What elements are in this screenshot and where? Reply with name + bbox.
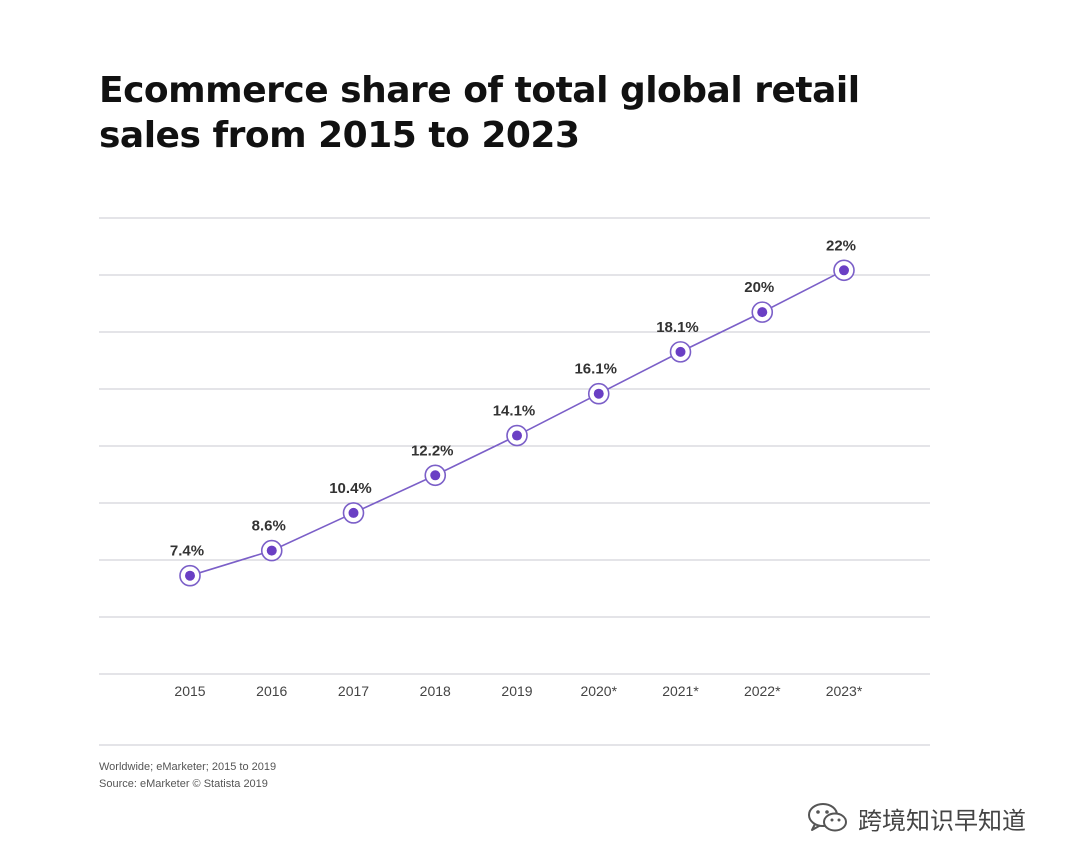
chart-title-line-2: sales from 2015 to 2023 [99,115,580,156]
x-tick-label: 2019 [501,683,532,699]
watermark-text: 跨境知识早知道 [858,806,1026,835]
data-point [757,307,768,318]
x-tick-label: 2018 [420,683,451,699]
chart-footnotes: Worldwide; eMarketer; 2015 to 2019 Sourc… [99,759,276,793]
data-label: 20% [744,279,774,296]
data-label: 10.4% [329,480,372,497]
data-label: 14.1% [493,403,536,420]
footnote-source: Source: eMarketer © Statista 2019 [99,778,268,790]
data-label: 12.2% [411,442,454,459]
watermark: 跨境知识早知道 [806,800,1026,836]
x-tick-label: 2016 [256,683,287,699]
data-point [430,470,441,481]
data-point [839,265,849,276]
data-point [348,507,359,518]
data-label: 7.4% [170,543,204,560]
x-tick-label: 2021* [662,683,699,699]
data-label: 8.6% [252,518,286,535]
data-point [266,545,277,556]
x-tick-label: 2017 [338,683,369,699]
data-label: 22% [826,237,856,254]
data-label: 18.1% [656,319,699,336]
x-tick-label: 2015 [174,683,205,699]
footnote-coverage: Worldwide; eMarketer; 2015 to 2019 [99,761,277,773]
data-point [675,346,686,357]
chart-title: Ecommerce share of total global retail s… [99,68,959,158]
x-tick-label: 2020* [580,683,617,699]
wechat-icon [808,803,847,832]
series-line [189,269,845,577]
data-point [185,570,195,581]
data-point [593,388,604,399]
x-tick-label: 2023* [826,683,863,699]
x-tick-label: 2022* [744,683,781,699]
chart-title-line-1: Ecommerce share of total global retail [99,70,860,111]
data-label: 16.1% [574,361,617,378]
data-point [512,430,522,441]
